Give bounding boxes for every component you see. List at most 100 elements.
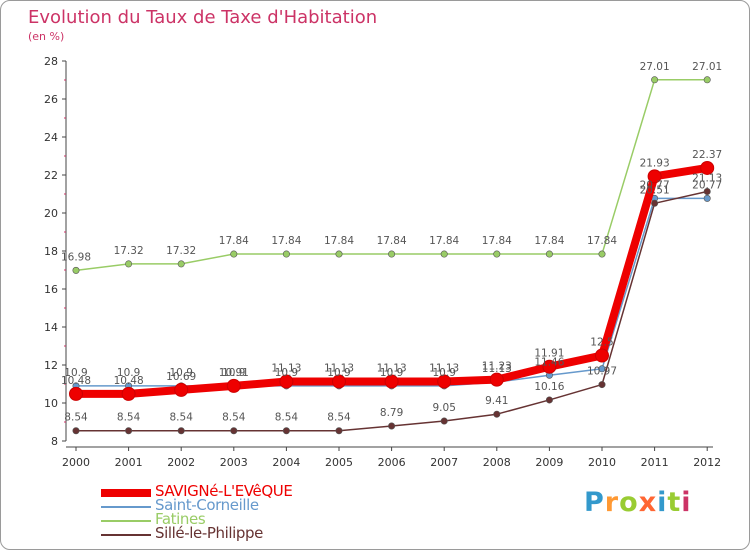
data-label: 11.91 [534,348,564,360]
data-point [651,76,659,84]
data-label: 8.54 [170,412,194,424]
data-label: 10.9 [117,367,140,379]
data-point [542,359,557,374]
data-point [177,427,185,435]
data-point [125,427,133,435]
data-label: 17.84 [587,235,617,247]
logo-letter: o [619,487,639,518]
legend-label: SAVIGNé-L'EVêQUE [155,482,293,500]
data-label: 11.13 [377,363,407,375]
data-label: 11.13 [482,363,512,375]
data-label: 9.05 [433,402,456,414]
data-label: 11.13 [271,363,301,375]
data-point [282,427,290,435]
y-tick-label: 28 [44,55,58,68]
data-point [437,374,452,389]
y-tick-label: 18 [44,245,58,258]
data-point [703,188,711,196]
data-label: 10.48 [61,375,91,387]
legend-label: Sillé-le-Philippe [155,524,263,542]
data-label: 8.54 [117,412,141,424]
data-point [177,260,185,268]
data-label: 10.9 [380,367,403,379]
data-label: 9.41 [485,395,508,407]
data-label: 10.97 [587,366,617,378]
data-point [545,250,553,258]
logo-letter: x [638,487,658,518]
x-tick-label: 2012 [693,456,721,469]
data-label: 10.9 [275,367,298,379]
x-tick-label: 2010 [588,456,616,469]
data-label: 17.32 [114,245,144,257]
x-tick-label: 2004 [272,456,300,469]
data-point [282,250,290,258]
data-point [332,374,346,389]
series-line-0 [72,163,712,398]
data-label: 11.23 [482,361,512,373]
data-label: 12.5 [590,337,613,349]
logo-letter: r [604,487,620,518]
chart-unit-label: (en %) [28,30,65,43]
data-label: 20.77 [692,179,722,191]
series-line-1 [75,197,708,387]
data-point [230,250,238,258]
y-tick-label: 16 [44,283,58,296]
x-tick-label: 2005 [325,456,353,469]
data-label: 17.84 [377,235,407,247]
x-tick-label: 2006 [378,456,406,469]
legend-swatch [101,489,151,497]
x-tick-label: 2008 [483,456,511,469]
data-point [279,374,294,389]
data-label: 8.54 [327,412,351,424]
data-point [703,194,711,202]
proxiti-logo: Proxiti [584,487,692,518]
data-point [125,260,133,268]
data-label: 11.46 [534,356,564,368]
x-tick-label: 2011 [641,456,669,469]
data-label: 10.9 [327,367,350,379]
y-tick-label: 14 [44,321,58,334]
data-point [703,76,711,84]
data-label: 10.16 [534,381,564,393]
x-tick-label: 2000 [62,456,90,469]
data-label: 17.84 [324,235,354,247]
data-point [174,382,189,397]
data-point [489,372,504,387]
data-label: 10.69 [166,371,196,383]
x-tick-label: 2002 [167,456,195,469]
y-tick-label: 22 [44,169,58,182]
logo-letter: P [584,487,605,518]
data-label: 11.13 [429,363,459,375]
x-tick-label: 2009 [535,456,563,469]
data-point [651,199,659,207]
data-label: 17.84 [429,235,459,247]
logo-letter: i [681,487,692,518]
legend-label: Saint-Corneille [155,496,259,514]
data-label: 17.84 [534,235,564,247]
legend-swatch [101,506,151,508]
data-label: 17.84 [219,235,249,247]
data-label: 10.91 [219,367,249,379]
data-point [598,250,606,258]
data-label: 20.77 [640,179,670,191]
data-point [440,417,448,425]
y-tick-label: 20 [44,207,58,220]
logo-letter: t [667,487,682,518]
data-label: 27.01 [640,61,670,73]
data-point [335,250,343,258]
x-tick-label: 2001 [115,456,143,469]
data-label: 8.79 [380,407,403,419]
data-label: 10.9 [64,367,87,379]
data-point [72,266,80,274]
data-label: 10.9 [170,367,193,379]
data-point [384,374,399,389]
data-label: 10.9 [222,367,245,379]
data-point [700,160,715,175]
data-point [121,386,136,401]
data-label: 8.54 [275,412,299,424]
data-point [72,427,80,435]
y-tick-label: 24 [44,131,58,144]
legend-swatch [101,534,151,536]
